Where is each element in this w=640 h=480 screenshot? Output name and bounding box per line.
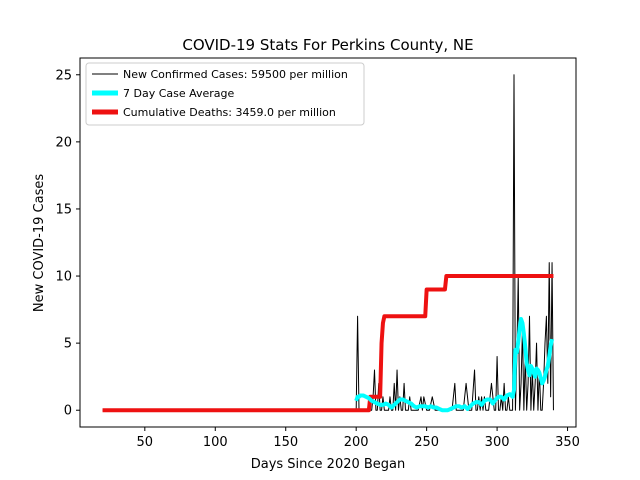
series-line-7day-average [354, 316, 555, 413]
x-tick-label: 200 [344, 435, 369, 450]
legend-entry-new-cases: New Confirmed Cases: 59500 per million [123, 68, 348, 81]
x-tick-label: 300 [485, 435, 510, 450]
legend-box [85, 62, 365, 126]
y-tick-label: 10 [55, 270, 72, 285]
legend: New Confirmed Cases: 59500 per million 7… [85, 62, 365, 126]
x-tick-label: 50 [137, 435, 154, 450]
y-axis-label: New COVID-19 Cases [32, 174, 47, 312]
x-tick-label: 100 [203, 435, 228, 450]
x-axis-label: Days Since 2020 Began [251, 457, 406, 472]
x-axis: 50 100 150 200 250 300 350 [137, 427, 580, 450]
legend-entry-cumulative-deaths: Cumulative Deaths: 3459.0 per million [123, 106, 336, 119]
plot-border [79, 57, 577, 428]
y-tick-label: 20 [55, 135, 72, 150]
chart-title: COVID-19 Stats For Perkins County, NE [182, 36, 473, 54]
series-layer [102, 74, 555, 413]
y-axis: 0 5 10 15 20 25 [55, 68, 80, 419]
x-tick-label: 150 [273, 435, 298, 450]
y-tick-label: 0 [64, 404, 72, 419]
x-tick-label: 350 [555, 435, 580, 450]
y-tick-label: 5 [64, 337, 72, 352]
legend-entry-7day-average: 7 Day Case Average [123, 87, 235, 100]
x-tick-label: 250 [414, 435, 439, 450]
y-tick-label: 15 [55, 202, 72, 217]
y-tick-label: 25 [55, 68, 72, 83]
